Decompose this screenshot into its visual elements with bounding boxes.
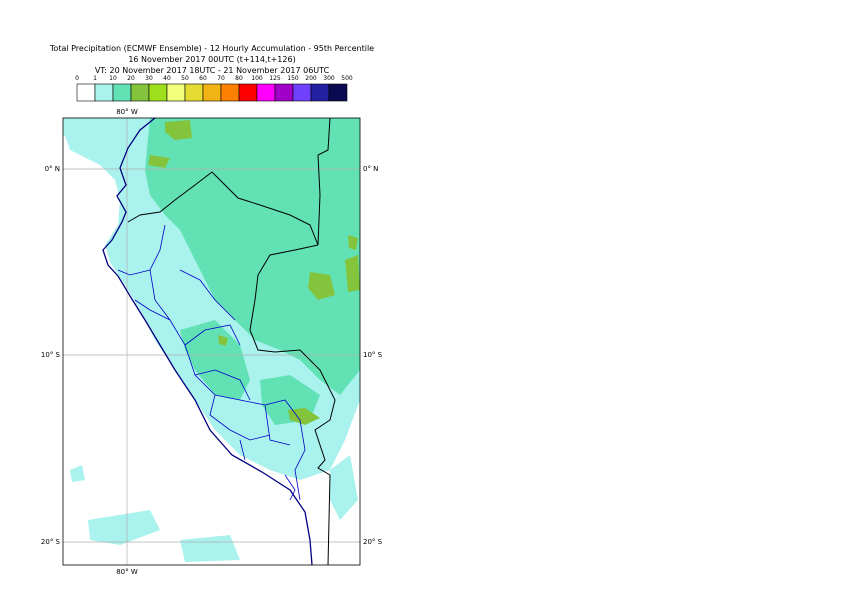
border xyxy=(127,118,331,246)
legend-level: 70 xyxy=(217,75,225,82)
legend-swatch xyxy=(202,83,222,102)
shade-mint xyxy=(145,118,360,395)
legend-swatch xyxy=(238,83,258,102)
legend-level: 150 xyxy=(287,75,299,82)
legend-level: 10 xyxy=(109,75,117,82)
lat-label: 20° S xyxy=(41,538,61,546)
lat-label: 20° S xyxy=(363,538,383,546)
legend-level: 0 xyxy=(75,75,79,82)
lon-label: 80° W xyxy=(116,108,138,116)
graticule xyxy=(63,118,360,565)
legend-level: 100 xyxy=(251,75,263,82)
legend-level: 80 xyxy=(235,75,243,82)
title-line: VT: 20 November 2017 18UTC - 21 November… xyxy=(95,66,330,75)
legend-swatch xyxy=(184,83,204,102)
title-block: Total Precipitation (ECMWF Ensemble) - 1… xyxy=(49,44,374,75)
legend-swatch xyxy=(130,83,150,102)
shade-mint xyxy=(180,320,320,425)
legend-swatch xyxy=(274,83,294,102)
legend: 0 1 10 20 30 40 50 60 70 80 100 125 150 200 300 500 xyxy=(75,75,353,102)
lat-label: 10° S xyxy=(41,351,61,359)
legend-swatch xyxy=(76,83,96,102)
legend-level: 200 xyxy=(305,75,317,82)
legend-swatch xyxy=(166,83,186,102)
legend-swatch xyxy=(148,83,168,102)
title-line: Total Precipitation (ECMWF Ensemble) - 1… xyxy=(49,44,374,53)
title-line: 16 November 2017 00UTC (t+114,t+126) xyxy=(128,55,295,64)
legend-level: 500 xyxy=(341,75,353,82)
precip-shading xyxy=(63,118,360,562)
map-frame xyxy=(62,117,361,566)
lon-label: 80° W xyxy=(116,568,138,576)
legend-level: 30 xyxy=(145,75,153,82)
legend-level: 125 xyxy=(269,75,281,82)
map-lines xyxy=(63,118,360,565)
legend-swatch xyxy=(256,83,276,102)
legend-swatch xyxy=(310,83,330,102)
legend-level: 60 xyxy=(199,75,207,82)
legend-level: 1 xyxy=(93,75,97,82)
shade-light xyxy=(70,455,358,562)
legend-swatch xyxy=(112,83,132,102)
legend-swatch xyxy=(220,83,240,102)
lat-label: 0° N xyxy=(363,165,378,173)
lat-label: 0° N xyxy=(45,165,60,173)
region-border xyxy=(117,224,306,501)
legend-swatch xyxy=(328,83,348,102)
legend-swatch xyxy=(94,83,114,102)
legend-level: 40 xyxy=(163,75,171,82)
lat-label: 10° S xyxy=(363,351,383,359)
coastline xyxy=(102,118,313,565)
border xyxy=(249,244,336,565)
legend-level: 20 xyxy=(127,75,135,82)
shade-light xyxy=(63,118,140,150)
legend-swatch xyxy=(292,83,312,102)
legend-level: 50 xyxy=(181,75,189,82)
map: 80° W 80° W 0° N 0° N 10° S 10° S 20° S … xyxy=(41,108,383,576)
legend-level: 300 xyxy=(323,75,335,82)
